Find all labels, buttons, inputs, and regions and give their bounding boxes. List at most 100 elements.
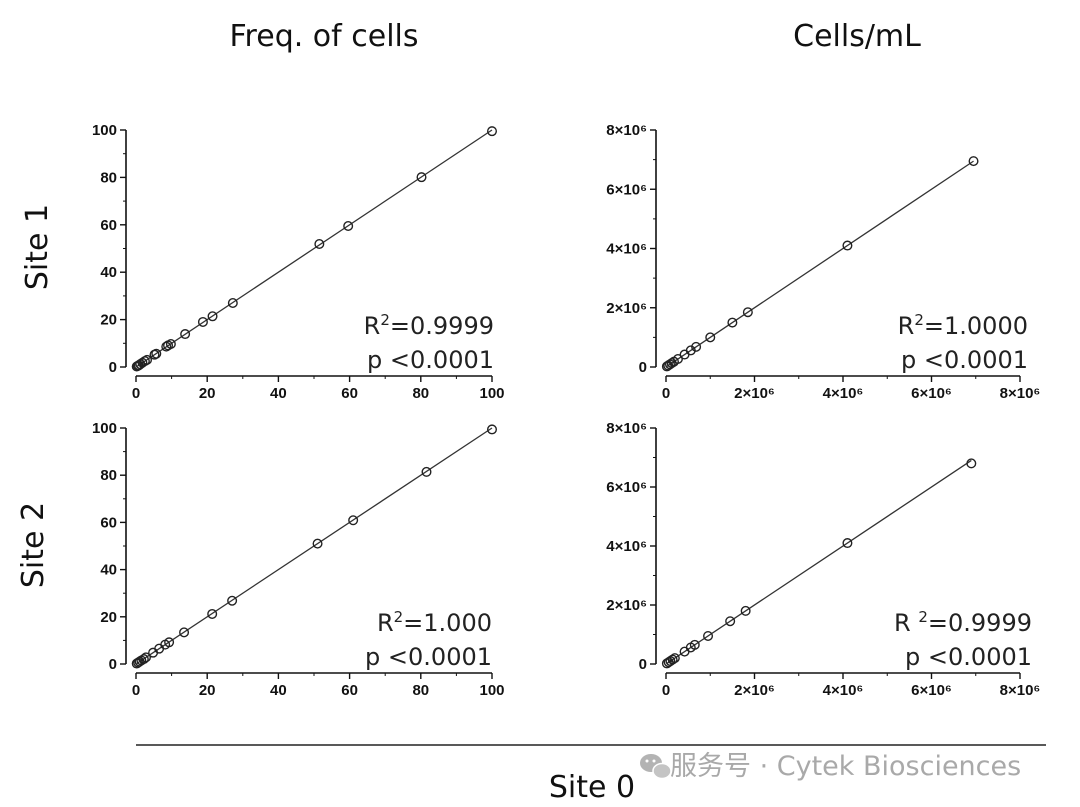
data-point xyxy=(138,654,149,665)
r-squared-prefix: R xyxy=(377,609,394,637)
data-point xyxy=(742,307,753,318)
regression-line xyxy=(666,160,974,367)
r-squared-value: =1.000 xyxy=(403,609,492,637)
data-point xyxy=(343,220,354,231)
data-point xyxy=(227,595,238,606)
y-tick-label: 20 xyxy=(100,609,117,626)
x-tick-label: 8×10⁶ xyxy=(1000,682,1041,699)
x-tick-label: 100 xyxy=(479,385,504,402)
column-title-cells-per-ml: Cells/mL xyxy=(793,19,921,54)
r-squared-label: R2=1.0000 xyxy=(898,311,1028,340)
y-tick-label: 2×10⁶ xyxy=(606,597,647,614)
data-point xyxy=(966,458,977,469)
y-tick-label: 8×10⁶ xyxy=(606,420,647,437)
x-axis-label: Site 0 xyxy=(549,770,635,805)
p-value-label: p <0.0001 xyxy=(901,346,1028,374)
r-squared-label: R 2=0.9999 xyxy=(894,608,1032,637)
x-tick-label: 2×10⁶ xyxy=(734,385,775,402)
p-value-label: p <0.0001 xyxy=(365,643,492,671)
data-point xyxy=(842,538,853,549)
data-point xyxy=(348,515,359,526)
y-tick-label: 40 xyxy=(100,562,117,579)
y-tick-label: 60 xyxy=(100,514,117,531)
data-point xyxy=(151,348,162,359)
data-point xyxy=(139,356,150,367)
panel-site2-freq: 0 20 40 60 80 100 0 20 40 60 80 100 R2=1.000 p <0.000… xyxy=(92,420,505,699)
data-point xyxy=(689,639,700,650)
data-point xyxy=(179,627,190,638)
x-tick-label: 6×10⁶ xyxy=(911,682,952,699)
panel-site1-freq: 0 20 40 60 80 100 0 20 40 60 80 100 R2=0.9999 p <0.00… xyxy=(92,122,505,402)
data-point xyxy=(672,354,683,365)
watermark-text: 服务号 · Cytek Biosciences xyxy=(670,751,1021,782)
p-value-label: p <0.0001 xyxy=(367,346,494,374)
data-point xyxy=(197,316,208,327)
y-tick-label: 4×10⁶ xyxy=(606,241,647,258)
data-point xyxy=(842,240,853,251)
data-point xyxy=(164,637,175,648)
data-point xyxy=(669,653,680,664)
data-point xyxy=(207,311,218,322)
data-point xyxy=(691,341,702,352)
x-tick-label: 0 xyxy=(662,385,670,402)
data-point xyxy=(487,126,498,137)
x-tick-label: 80 xyxy=(412,682,429,699)
y-tick-label: 100 xyxy=(92,420,117,437)
r-squared-superscript: 2 xyxy=(380,311,390,329)
panel-site1-cells: 0 2×10⁶ 4×10⁶ 6×10⁶ 8×10⁶ 0 2×10⁶ 4×10⁶ 6×10⁶ 8×1… xyxy=(606,122,1040,402)
r-squared-value: =0.9999 xyxy=(928,609,1032,637)
x-tick-label: 40 xyxy=(270,385,287,402)
r-squared-label: R2=1.000 xyxy=(377,608,492,637)
y-tick-label: 0 xyxy=(109,359,117,376)
data-point xyxy=(725,616,736,627)
data-point xyxy=(142,354,153,365)
r-squared-superscript: 2 xyxy=(394,608,404,626)
y-tick-label: 20 xyxy=(100,312,117,329)
r-squared-prefix: R xyxy=(898,312,915,340)
data-point xyxy=(727,317,738,328)
column-title-freq: Freq. of cells xyxy=(229,19,418,54)
regression-line xyxy=(136,129,493,368)
data-point xyxy=(968,156,979,167)
data-point xyxy=(740,605,751,616)
y-tick-label: 60 xyxy=(100,217,117,234)
r-squared-prefix: R xyxy=(364,312,381,340)
x-tick-label: 4×10⁶ xyxy=(823,385,864,402)
x-tick-label: 0 xyxy=(132,682,140,699)
x-tick-label: 100 xyxy=(479,682,504,699)
r-squared-value: =1.0000 xyxy=(924,312,1028,340)
y-tick-label: 40 xyxy=(100,264,117,281)
x-tick-label: 0 xyxy=(662,682,670,699)
x-tick-label: 2×10⁶ xyxy=(734,682,775,699)
data-point xyxy=(314,238,325,249)
y-tick-label: 6×10⁶ xyxy=(606,181,647,198)
r-squared-superscript: 2 xyxy=(918,608,928,626)
y-tick-label: 100 xyxy=(92,122,117,139)
y-tick-label: 2×10⁶ xyxy=(606,300,647,317)
row-title-site-1: Site 1 xyxy=(20,204,55,290)
x-tick-label: 6×10⁶ xyxy=(911,385,952,402)
p-value-label: p <0.0001 xyxy=(905,643,1032,671)
data-point xyxy=(703,630,714,641)
data-point xyxy=(207,608,218,619)
y-tick-label: 0 xyxy=(639,656,647,673)
data-point xyxy=(180,329,191,340)
data-point xyxy=(705,332,716,343)
x-tick-label: 20 xyxy=(199,682,216,699)
x-tick-label: 60 xyxy=(341,385,358,402)
wechat-icon xyxy=(640,754,672,780)
data-point xyxy=(421,466,432,477)
data-point xyxy=(312,538,323,549)
y-tick-label: 0 xyxy=(109,656,117,673)
r-squared-prefix: R xyxy=(894,609,918,637)
x-tick-label: 20 xyxy=(199,385,216,402)
x-tick-label: 40 xyxy=(270,682,287,699)
data-point xyxy=(667,654,678,665)
y-tick-label: 0 xyxy=(639,359,647,376)
x-tick-label: 4×10⁶ xyxy=(823,682,864,699)
data-point xyxy=(140,652,151,663)
y-tick-label: 4×10⁶ xyxy=(606,538,647,555)
panel-site2-cells: 0 2×10⁶ 4×10⁶ 6×10⁶ 8×10⁶ 0 2×10⁶ 4×10⁶ 6×10⁶ 8×1… xyxy=(606,420,1040,699)
y-tick-label: 80 xyxy=(100,169,117,186)
